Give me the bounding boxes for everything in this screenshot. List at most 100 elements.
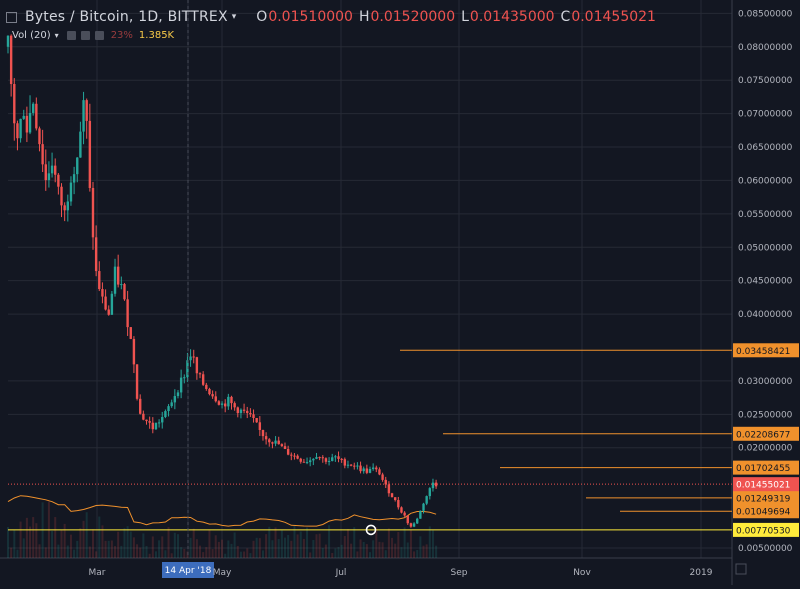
drawing-anchor-handle[interactable] [365, 524, 377, 536]
candle-body [302, 461, 306, 463]
volume-bar [243, 551, 246, 558]
volume-bar [249, 553, 252, 558]
volume-bar [255, 537, 258, 558]
volume-bar [22, 538, 25, 558]
candle-body [312, 458, 315, 461]
high-value: 0.01520000 [370, 9, 456, 25]
volume-bar [13, 529, 16, 558]
candle-body [425, 496, 428, 504]
candle-body [283, 446, 287, 450]
candle-body [264, 436, 268, 440]
volume-bar [154, 551, 157, 558]
candle-body [271, 442, 274, 444]
volume-bar [205, 547, 208, 558]
candle-body [428, 488, 432, 497]
price-tick-label: 0.05500000 [738, 210, 793, 220]
candle-body [239, 409, 243, 414]
volume-bar [120, 545, 123, 558]
candle-body [135, 364, 139, 399]
candle-body [258, 422, 262, 431]
chevron-down-icon[interactable]: ▾ [231, 12, 237, 22]
volume-bar [85, 512, 88, 558]
candle-body [186, 360, 189, 378]
volume-bar [60, 529, 63, 558]
visibility-icon[interactable] [66, 31, 76, 40]
volume-bar [265, 534, 268, 558]
candle-body [431, 482, 435, 489]
volume-bar [110, 540, 113, 558]
volume-bar [195, 539, 198, 558]
volume-bar [346, 529, 349, 558]
candle-body [205, 384, 208, 389]
level-price-tag [733, 426, 799, 441]
candle-body [120, 284, 123, 286]
volume-bar [252, 540, 255, 558]
level-price-tag [733, 490, 799, 505]
candle-body [116, 266, 120, 285]
volume-bar [359, 539, 362, 558]
candle-body [252, 414, 255, 419]
last-price-label: 0.01455021 [736, 481, 790, 491]
time-tick-label: Jul [335, 568, 347, 578]
candle-body [324, 458, 328, 462]
volume-bar [35, 523, 38, 558]
candle-body [299, 458, 302, 462]
level-price-label: 0.02208677 [736, 430, 790, 440]
candle-body [176, 392, 180, 397]
volume-bar [271, 540, 274, 558]
level-price-tag [733, 460, 799, 475]
candle-body [107, 309, 110, 315]
volume-bar [32, 517, 35, 558]
volume-bar [387, 528, 390, 558]
candle-body [142, 413, 145, 420]
volume-bar [132, 537, 135, 558]
volume-bar [268, 526, 271, 558]
candle-body [337, 456, 340, 459]
candle-body [315, 457, 318, 459]
symbol-title[interactable]: Bytes / Bitcoin, 1D, BITTREX [25, 9, 228, 25]
settings-icon[interactable] [80, 31, 90, 40]
candle-body [217, 401, 221, 405]
volume-bar [123, 528, 126, 558]
candle-body [211, 394, 214, 397]
volume-bar [176, 534, 179, 558]
candle-body [60, 186, 63, 206]
volume-bar [214, 535, 217, 558]
close-icon[interactable] [94, 31, 104, 40]
volume-bar [199, 545, 202, 558]
candle-body [201, 374, 205, 385]
candle-body [161, 416, 164, 423]
candle-body [378, 469, 381, 475]
candle-body [94, 237, 98, 272]
collapse-icon[interactable] [6, 11, 17, 23]
volume-bar [274, 527, 277, 558]
volume-bar [293, 524, 296, 558]
scale-settings-icon[interactable] [735, 563, 747, 575]
volume-bar [7, 527, 9, 558]
volume-bar [25, 517, 28, 558]
price-tick-label: 0.04500000 [738, 277, 793, 287]
candle-body [280, 444, 284, 447]
candle-body [63, 205, 66, 211]
volume-bar [384, 550, 387, 558]
candle-body [50, 165, 54, 174]
volume-bar [403, 527, 406, 558]
price-tick-label: 0.08500000 [738, 9, 793, 19]
volume-value: 1.385K [138, 30, 175, 41]
volume-label[interactable]: Vol (20) [12, 30, 51, 41]
volume-bar [73, 549, 76, 558]
chevron-down-icon[interactable]: ▾ [54, 31, 59, 40]
candle-body [88, 120, 92, 189]
candle-body [227, 396, 230, 407]
volume-bar [277, 539, 280, 558]
candle-body [419, 510, 422, 519]
price-tick-label: 0.07000000 [738, 110, 793, 120]
volume-bar [227, 540, 230, 558]
candle-body [167, 406, 170, 412]
candle-body [318, 457, 321, 459]
high-label: H [358, 9, 370, 25]
candle-body [220, 403, 224, 405]
candle-body [353, 465, 356, 467]
